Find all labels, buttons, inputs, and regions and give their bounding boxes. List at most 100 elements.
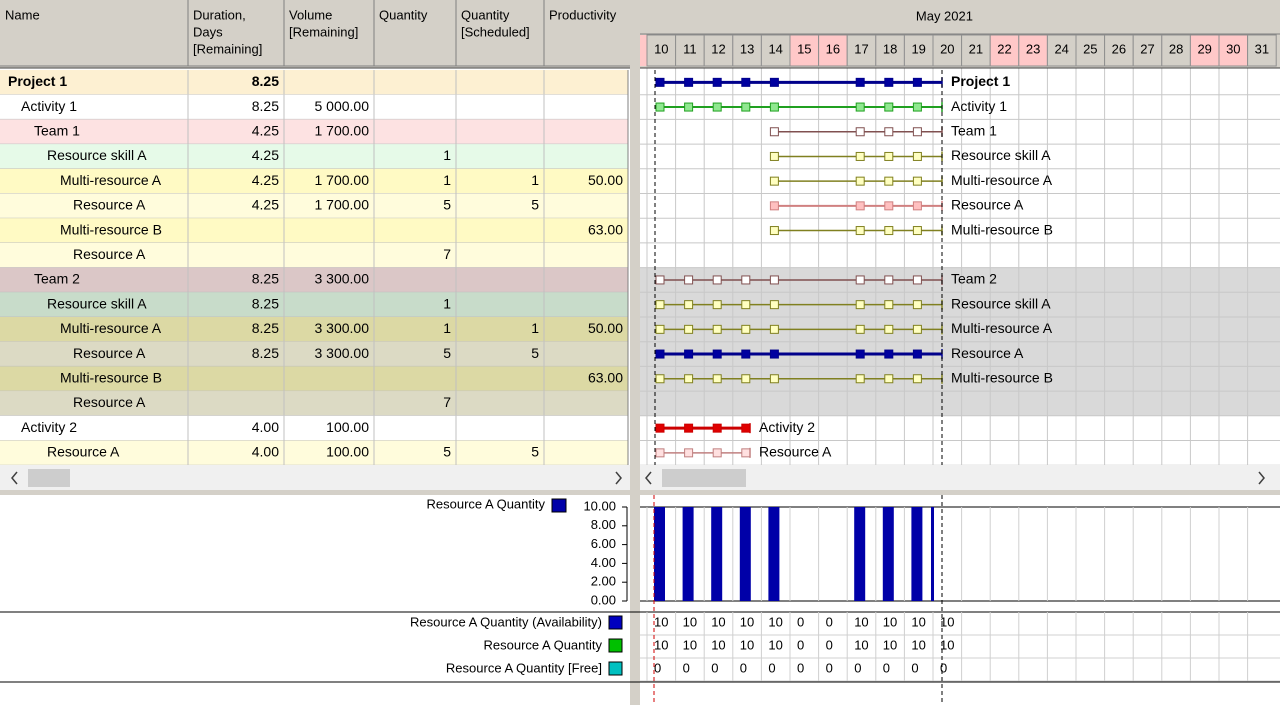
scroll-left[interactable] [11,471,18,485]
day-label: 20 [940,41,954,56]
gantt-bar-label: Resource skill A [951,295,1051,311]
scroll-thumb[interactable] [662,469,746,487]
day-header [961,34,991,67]
row-bg [0,119,628,145]
cell-value: 1 [443,147,451,163]
gantt-marker [912,102,922,112]
gantt-marker [741,300,751,310]
gantt-marker [712,374,722,384]
day-label: 30 [1226,41,1240,56]
gantt-marker [884,127,894,137]
row-name: Resource A [73,197,146,213]
bottom-cell: 10 [854,637,868,652]
row-bg [0,218,628,243]
gantt-marker [855,349,865,359]
row-bg [0,415,628,441]
row-name: Multi-resource A [60,172,162,188]
scroll-left[interactable] [645,471,652,485]
row-bg [0,292,628,317]
row-bg [0,341,628,367]
gantt-marker [741,102,751,112]
day-label: 10 [654,41,668,56]
scroll-thumb[interactable] [28,469,70,487]
bottom-row-label: Resource A Quantity [483,637,602,652]
gantt-marker [712,300,722,310]
row-name: Resource A [73,345,146,361]
gantt-marker [684,374,694,384]
gantt-marker [655,374,665,384]
gantt-bar-label: Multi-resource A [951,320,1053,336]
scroll-right[interactable] [1258,471,1265,485]
gantt-marker [741,349,751,359]
bottom-cell: 0 [654,660,661,675]
day-header [646,34,677,67]
gantt-bar-label: Team 1 [951,122,997,138]
gantt-marker [712,102,722,112]
scroll-right[interactable] [615,471,622,485]
gantt-marker [855,77,865,87]
y-tick-label: 4.00 [591,555,616,570]
gantt-marker [741,77,751,87]
y-tick-label: 2.00 [591,574,616,589]
day-header [789,34,820,67]
gantt-bar-label: Project 1 [951,73,1010,89]
bottom-cell: 10 [940,614,954,629]
bar [854,507,866,601]
gantt-marker [912,201,922,211]
gantt-marker [769,176,779,186]
day-header [818,34,848,67]
gantt-marker [741,324,751,334]
gantt-bar-label: Multi-resource B [951,369,1053,385]
gantt-marker [741,374,751,384]
gantt-marker [884,275,894,285]
day-header [675,34,705,67]
bottom-cell: 0 [768,660,775,675]
row-name: Multi-resource A [60,320,162,336]
pane-separator [0,490,1280,495]
bottom-cell: 0 [797,614,804,629]
row-name: Activity 2 [21,419,77,435]
bottom-cell: 10 [911,637,925,652]
column-header: Quantity [379,7,428,22]
day-label: 25 [1083,41,1097,56]
cell-value: 5 [531,345,539,361]
bottom-cell: 0 [911,660,918,675]
cell-value: 5 [443,345,451,361]
gantt-marker [855,102,865,112]
gantt-marker [912,151,922,161]
cell-value: 100.00 [326,419,369,435]
gantt-marker [769,151,779,161]
day-header [1247,34,1277,67]
bottom-row-swatch [608,615,623,630]
day-label: 21 [969,41,983,56]
cell-value: 63.00 [588,369,623,385]
bottom-cell: 0 [797,660,804,675]
gantt-bar-label: Multi-resource B [951,221,1053,237]
cell-value: 3 300.00 [315,271,370,287]
day-label: 27 [1140,41,1154,56]
day-label: 11 [683,41,697,56]
row-name: Team 1 [34,122,80,138]
splitter[interactable] [630,0,640,705]
gantt-marker [912,275,922,285]
cell-value: 63.00 [588,221,623,237]
row-name: Team 2 [34,271,80,287]
gantt-marker [769,324,779,334]
day-header-partial [640,35,647,66]
bar [882,507,894,601]
gantt-marker [855,127,865,137]
row-name: Activity 1 [21,98,77,114]
gantt-marker [855,275,865,285]
gantt-marker [769,77,779,87]
bar [711,507,723,601]
gantt-marker [912,226,922,236]
gantt-marker [769,127,779,137]
cell-value: 8.25 [252,98,279,114]
bar [682,507,694,601]
gantt-marker [684,349,694,359]
scrollbar-track [0,465,630,490]
gantt-bar-label: Resource A [951,345,1024,361]
bottom-cell: 10 [740,614,754,629]
gantt-marker [884,226,894,236]
